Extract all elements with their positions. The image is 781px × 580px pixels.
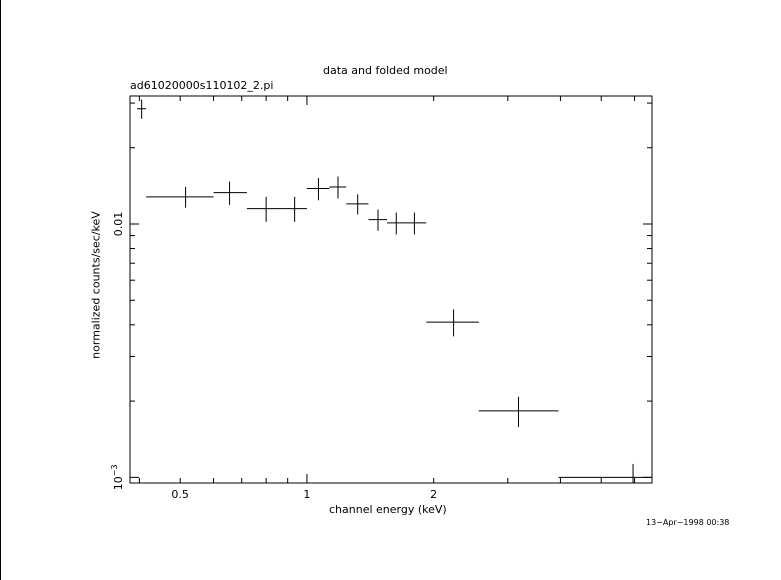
y-axis-ticks <box>130 102 652 478</box>
data-point <box>403 212 427 235</box>
x-tick-label: 1 <box>303 488 310 501</box>
data-point <box>346 194 369 215</box>
data-points <box>137 99 652 483</box>
svg-text:10−3: 10−3 <box>110 464 125 490</box>
data-point <box>281 196 307 222</box>
x-axis-ticks <box>138 96 636 483</box>
data-point <box>426 309 479 337</box>
data-point <box>329 176 347 199</box>
y-tick-label: 0.01 <box>112 212 125 237</box>
data-point <box>137 99 147 119</box>
x-tick-label: 0.5 <box>171 488 189 501</box>
data-point <box>558 463 652 483</box>
data-point <box>368 209 388 231</box>
data-point <box>387 212 404 235</box>
data-point <box>478 396 559 428</box>
plot-frame <box>129 95 653 484</box>
data-point <box>306 177 330 201</box>
timestamp: 13−Apr−1998 00:38 <box>646 518 730 527</box>
data-point <box>146 186 214 208</box>
x-axis-tick-labels: 0.5 1 2 <box>171 488 437 501</box>
x-axis-label: channel energy (keV) <box>329 503 447 516</box>
svg-text:0.01: 0.01 <box>112 212 125 237</box>
x-tick-label: 2 <box>430 488 437 501</box>
chart-subtitle: ad61020000s110102_2.pi <box>130 79 274 92</box>
data-point <box>213 181 247 205</box>
y-axis-tick-labels: 0.01 10−3 <box>110 212 125 491</box>
chart-title: data and folded model <box>323 64 448 77</box>
y-axis-label: normalized counts/sec/keV <box>89 211 103 359</box>
data-point <box>246 196 282 222</box>
y-tick-label: 10−3 <box>110 464 125 490</box>
window-left-border <box>0 0 1 580</box>
